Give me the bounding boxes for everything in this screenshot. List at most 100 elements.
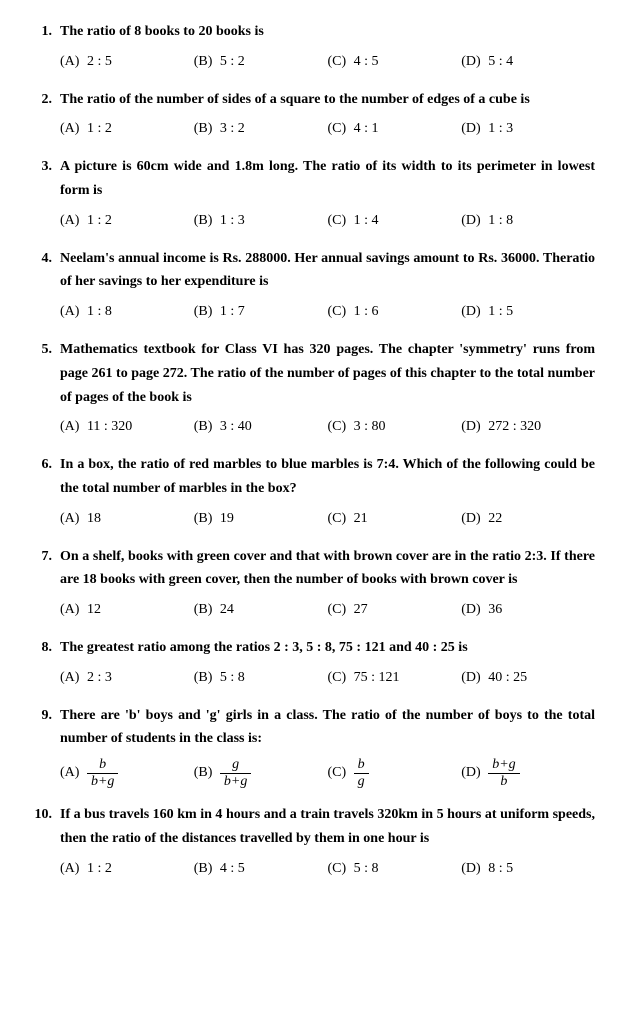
question-text: The ratio of the number of sides of a sq… [60, 88, 595, 112]
option-label: (D) [461, 304, 480, 319]
question-number: 1. [24, 20, 60, 74]
question-text: There are 'b' boys and 'g' girls in a cl… [60, 704, 595, 752]
option-label: (A) [60, 54, 79, 69]
option-value: 4 : 1 [350, 121, 378, 136]
question-body: If a bus travels 160 km in 4 hours and a… [60, 803, 595, 880]
option-label: (C) [328, 54, 347, 69]
option-label: (B) [194, 213, 213, 228]
option-label: (A) [60, 602, 79, 617]
question-number: 10. [24, 803, 60, 880]
option-a: (A) 1 : 2 [60, 857, 194, 881]
question-body: The greatest ratio among the ratios 2 : … [60, 636, 595, 690]
question-text: Mathematics textbook for Class VI has 32… [60, 338, 595, 409]
option-label: (B) [194, 121, 213, 136]
question-text: In a box, the ratio of red marbles to bl… [60, 453, 595, 501]
option-d: (D) 40 : 25 [461, 666, 595, 690]
option-label: (A) [60, 861, 79, 876]
option-value: 36 [485, 602, 503, 617]
option-value: 5 : 4 [485, 54, 513, 69]
option-label: (B) [194, 304, 213, 319]
options-row: (A) 12(B) 24(C) 27(D) 36 [60, 598, 595, 622]
option-b: (B) 1 : 3 [194, 209, 328, 233]
option-label: (C) [328, 121, 347, 136]
fraction-numerator: b+g [488, 757, 519, 773]
option-a: (A) 11 : 320 [60, 415, 194, 439]
option-b: (B) 19 [194, 507, 328, 531]
fraction-numerator: b [354, 757, 369, 773]
options-row: (A) 1 : 8(B) 1 : 7(C) 1 : 6(D) 1 : 5 [60, 300, 595, 324]
option-value: 4 : 5 [216, 861, 244, 876]
fraction-numerator: b [87, 757, 118, 773]
question-10: 10.If a bus travels 160 km in 4 hours an… [24, 803, 595, 880]
option-a: (A) 1 : 2 [60, 209, 194, 233]
option-value: 1 : 6 [350, 304, 378, 319]
option-value: 1 : 7 [216, 304, 244, 319]
option-b: (B) 24 [194, 598, 328, 622]
question-text: A picture is 60cm wide and 1.8m long. Th… [60, 155, 595, 203]
question-text: The greatest ratio among the ratios 2 : … [60, 636, 595, 660]
option-c: (C) 4 : 5 [328, 50, 462, 74]
fraction-denominator: b+g [220, 774, 251, 789]
option-a: (A) 12 [60, 598, 194, 622]
option-value: 272 : 320 [485, 419, 541, 434]
option-d: (D) 5 : 4 [461, 50, 595, 74]
question-number: 7. [24, 545, 60, 622]
fraction-denominator: b [488, 774, 519, 789]
fraction-denominator: b+g [87, 774, 118, 789]
option-b: (B) 4 : 5 [194, 857, 328, 881]
option-d: (D) 8 : 5 [461, 857, 595, 881]
option-label: (D) [461, 602, 480, 617]
option-value: 4 : 5 [350, 54, 378, 69]
option-label: (C) [328, 765, 347, 780]
question-5: 5.Mathematics textbook for Class VI has … [24, 338, 595, 439]
option-value: 3 : 80 [350, 419, 385, 434]
option-label: (A) [60, 419, 79, 434]
question-body: The ratio of 8 books to 20 books is(A) 2… [60, 20, 595, 74]
option-label: (B) [194, 54, 213, 69]
option-value: 1 : 2 [83, 861, 111, 876]
option-a: (A) 2 : 3 [60, 666, 194, 690]
option-value: 8 : 5 [485, 861, 513, 876]
option-label: (C) [328, 304, 347, 319]
option-c: (C) 4 : 1 [328, 117, 462, 141]
option-c: (C) 27 [328, 598, 462, 622]
options-row: (A) 1 : 2(B) 1 : 3(C) 1 : 4(D) 1 : 8 [60, 209, 595, 233]
question-number: 8. [24, 636, 60, 690]
option-label: (D) [461, 765, 480, 780]
option-c: (C) 1 : 4 [328, 209, 462, 233]
option-label: (C) [328, 511, 347, 526]
question-text: The ratio of 8 books to 20 books is [60, 20, 595, 44]
question-number: 3. [24, 155, 60, 232]
option-d: (D) 272 : 320 [461, 415, 595, 439]
options-row: (A) bb+g(B) gb+g(C) bg(D) b+gb [60, 757, 595, 789]
option-c: (C) 21 [328, 507, 462, 531]
question-3: 3.A picture is 60cm wide and 1.8m long. … [24, 155, 595, 232]
option-fraction: b+gb [488, 757, 519, 789]
question-body: Neelam's annual income is Rs. 288000. He… [60, 247, 595, 324]
question-7: 7.On a shelf, books with green cover and… [24, 545, 595, 622]
option-a: (A) 1 : 2 [60, 117, 194, 141]
option-b: (B) 1 : 7 [194, 300, 328, 324]
question-number: 4. [24, 247, 60, 324]
question-body: There are 'b' boys and 'g' girls in a cl… [60, 704, 595, 789]
question-number: 9. [24, 704, 60, 789]
option-label: (D) [461, 213, 480, 228]
option-label: (B) [194, 419, 213, 434]
option-value: 27 [350, 602, 368, 617]
question-text: Neelam's annual income is Rs. 288000. He… [60, 247, 595, 295]
question-number: 5. [24, 338, 60, 439]
options-row: (A) 2 : 3(B) 5 : 8(C) 75 : 121(D) 40 : 2… [60, 666, 595, 690]
option-value: 2 : 3 [83, 670, 111, 685]
option-value: 22 [485, 511, 503, 526]
option-label: (D) [461, 670, 480, 685]
option-label: (D) [461, 54, 480, 69]
question-body: The ratio of the number of sides of a sq… [60, 88, 595, 142]
option-b: (B) 5 : 8 [194, 666, 328, 690]
question-body: In a box, the ratio of red marbles to bl… [60, 453, 595, 530]
option-value: 1 : 2 [83, 213, 111, 228]
option-label: (D) [461, 121, 480, 136]
option-value: 40 : 25 [485, 670, 527, 685]
option-d: (D) 1 : 5 [461, 300, 595, 324]
option-value: 24 [216, 602, 234, 617]
option-value: 1 : 3 [216, 213, 244, 228]
